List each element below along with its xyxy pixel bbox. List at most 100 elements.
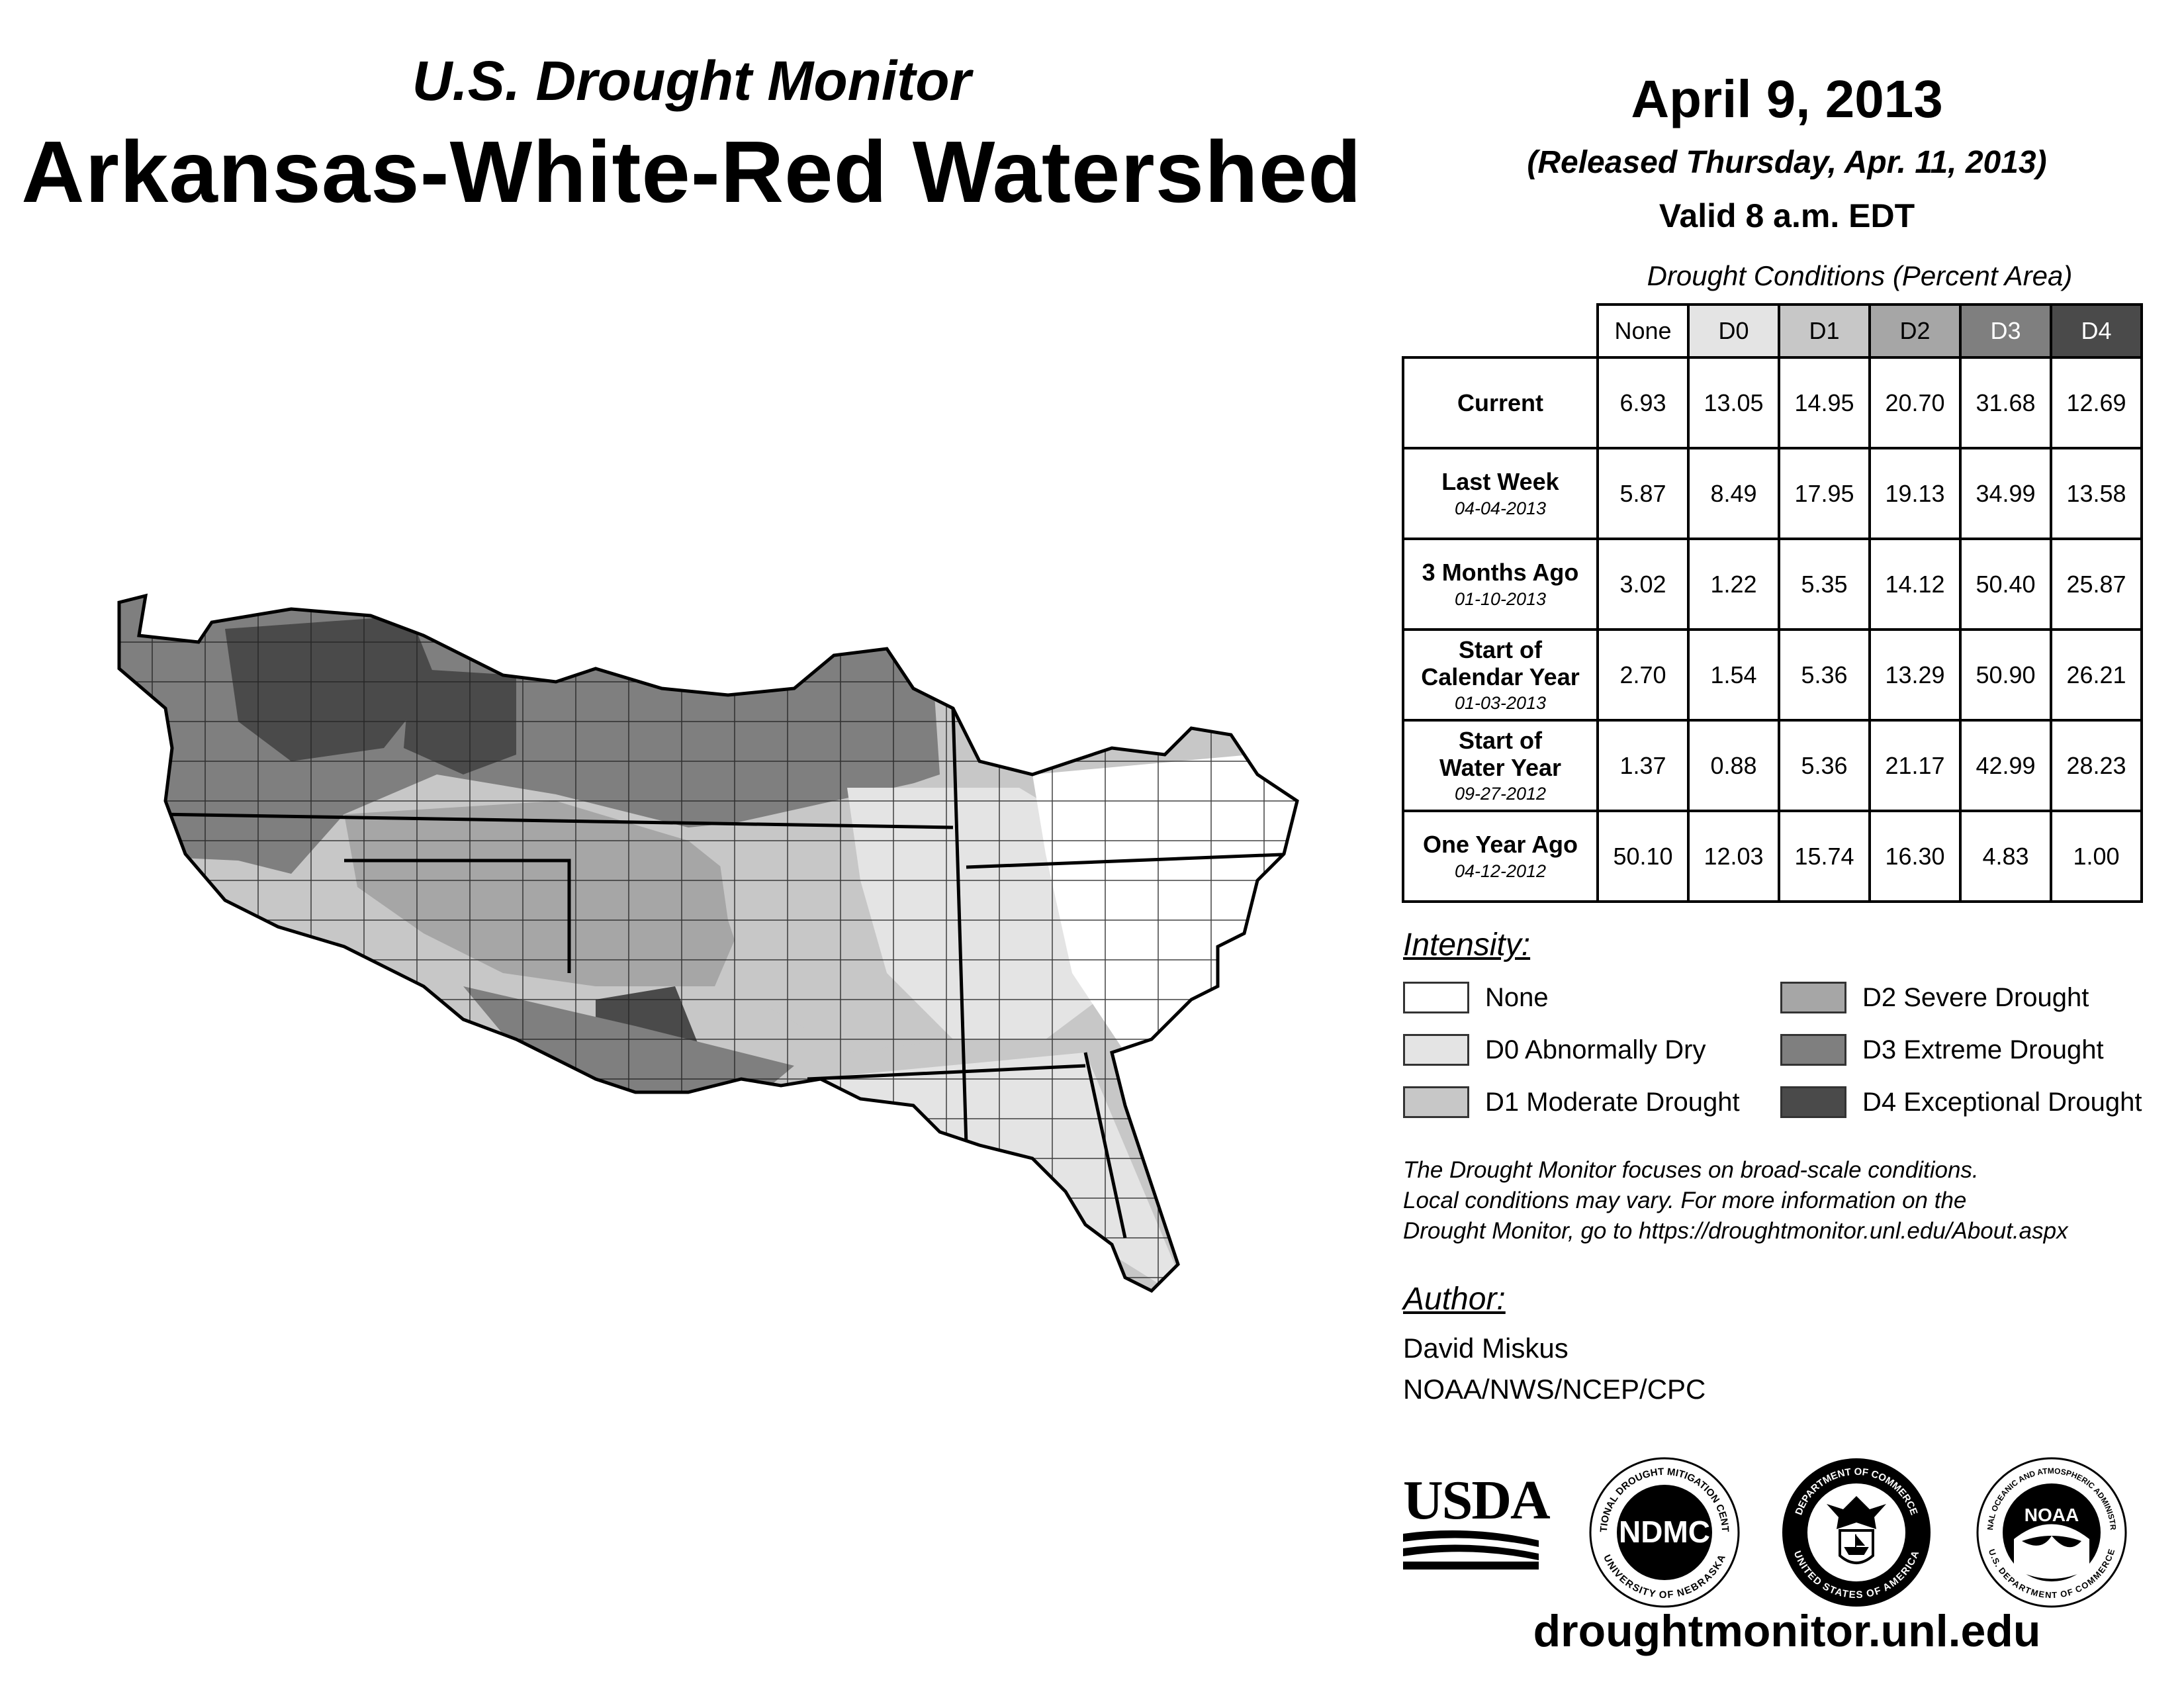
table-cell: 5.87 xyxy=(1596,447,1690,540)
legend-swatch xyxy=(1403,982,1469,1013)
note-line: Local conditions may vary. For more info… xyxy=(1403,1188,1967,1213)
site-url[interactable]: droughtmonitor.unl.edu xyxy=(1533,1606,2041,1656)
table-cell: 20.70 xyxy=(1868,356,1962,449)
column-header: D4 xyxy=(2050,303,2143,359)
legend-label: D2 Severe Drought xyxy=(1862,982,2089,1012)
noaa-logo: NATIONAL OCEANIC AND ATMOSPHERIC ADMINIS… xyxy=(1976,1456,2127,1608)
table-cell: 15.74 xyxy=(1778,810,1871,903)
author-name: David Miskus xyxy=(1403,1333,1569,1364)
page-subtitle: U.S. Drought Monitor xyxy=(412,50,972,112)
legend-swatch xyxy=(1780,1086,1846,1118)
header: U.S. Drought Monitor Arkansas-White-Red … xyxy=(0,53,1383,216)
ndmc-logo: NATIONAL DROUGHT MITIGATION CENTER UNIVE… xyxy=(1588,1456,1740,1608)
column-header: D1 xyxy=(1778,303,1871,359)
legend-item-d4: D4 Exceptional Drought xyxy=(1780,1086,2142,1118)
table-cell: 0.88 xyxy=(1687,719,1780,812)
watershed-map xyxy=(117,593,1299,1293)
table-row: Start of Water Year 09-27-2012 1.37 0.88 5… xyxy=(1402,719,2143,812)
row-label: Last Week xyxy=(1441,468,1559,496)
table-cell: 50.10 xyxy=(1596,810,1690,903)
table-cell: 14.12 xyxy=(1868,538,1962,631)
valid-date: April 9, 2013 xyxy=(1631,70,1943,128)
legend-swatch xyxy=(1780,982,1846,1013)
table-cell: 1.37 xyxy=(1596,719,1690,812)
date-block: April 9, 2013 (Released Thursday, Apr. 1… xyxy=(1489,73,2085,235)
row-date: 09-27-2012 xyxy=(1454,784,1547,804)
usda-logo: USDA xyxy=(1403,1470,1551,1570)
table-cell: 42.99 xyxy=(1959,719,2052,812)
table-row: Last Week 04-04-2013 5.87 8.49 17.95 19.1… xyxy=(1402,447,2143,540)
row-label-line1: Start of xyxy=(1459,726,1542,754)
row-date: 04-04-2013 xyxy=(1454,498,1547,518)
doc-logo: DEPARTMENT OF COMMERCE UNITED STATES OF … xyxy=(1782,1458,1931,1607)
table-cell: 1.54 xyxy=(1687,628,1780,722)
column-header: D2 xyxy=(1868,303,1962,359)
row-label: Current xyxy=(1457,389,1543,416)
table-cell: 19.13 xyxy=(1868,447,1962,540)
legend-label: D4 Exceptional Drought xyxy=(1862,1087,2142,1117)
row-date: 01-10-2013 xyxy=(1454,588,1547,609)
legend-item-none: None xyxy=(1403,982,1549,1013)
table-cell: 14.95 xyxy=(1778,356,1871,449)
row-label-line2: Water Year xyxy=(1439,754,1562,781)
noaa-logo-text: NOAA xyxy=(2025,1505,2079,1525)
table-cell: 8.49 xyxy=(1687,447,1780,540)
table-cell: 6.93 xyxy=(1596,356,1690,449)
table-cell: 1.22 xyxy=(1687,538,1780,631)
legend-item-d1: D1 Moderate Drought xyxy=(1403,1086,1740,1118)
disclaimer-note: The Drought Monitor focuses on broad-sca… xyxy=(1403,1155,2184,1246)
table-cell: 5.35 xyxy=(1778,538,1871,631)
table-cell: 13.05 xyxy=(1687,356,1780,449)
table-row: One Year Ago 04-12-2012 50.10 12.03 15.74… xyxy=(1402,810,2143,903)
table-cell: 50.90 xyxy=(1959,628,2052,722)
legend-label: D1 Moderate Drought xyxy=(1485,1087,1740,1117)
row-label: One Year Ago xyxy=(1422,831,1578,859)
column-header: D0 xyxy=(1687,303,1780,359)
table-row: Start of Calendar Year 01-03-2013 2.70 1.5… xyxy=(1402,628,2143,722)
legend-swatch xyxy=(1403,1034,1469,1066)
table-cell: 28.23 xyxy=(2050,719,2143,812)
table-cell: 17.95 xyxy=(1778,447,1871,540)
valid-time: Valid 8 a.m. EDT xyxy=(1659,197,1915,234)
table-cell: 12.03 xyxy=(1687,810,1780,903)
gull-icon xyxy=(2022,1536,2081,1548)
legend-item-d2: D2 Severe Drought xyxy=(1780,982,2089,1013)
ndmc-logo-text: NDMC xyxy=(1619,1515,1710,1549)
usda-logo-text: USDA xyxy=(1403,1470,1551,1531)
author-org: NOAA/NWS/NCEP/CPC xyxy=(1403,1374,1706,1405)
row-date: 01-03-2013 xyxy=(1454,693,1547,714)
table-cell: 4.83 xyxy=(1959,810,2052,903)
column-header: None xyxy=(1596,303,1690,359)
table-cell: 31.68 xyxy=(1959,356,2052,449)
table-cell: 16.30 xyxy=(1868,810,1962,903)
released-date: (Released Thursday, Apr. 11, 2013) xyxy=(1527,145,2047,180)
table-row: 3 Months Ago 01-10-2013 3.02 1.22 5.35 14… xyxy=(1402,538,2143,631)
legend-title: Intensity: xyxy=(1403,927,1531,962)
table-row: Current 6.93 13.05 14.95 20.70 31.68 12.… xyxy=(1402,356,2143,449)
table-cell: 50.40 xyxy=(1959,538,2052,631)
table-cell: 5.36 xyxy=(1778,628,1871,722)
legend-label: D3 Extreme Drought xyxy=(1862,1035,2104,1064)
note-line: The Drought Monitor focuses on broad-sca… xyxy=(1403,1157,1979,1183)
table-cell: 5.36 xyxy=(1778,719,1871,812)
row-date: 04-12-2012 xyxy=(1454,861,1547,881)
table-cell: 12.69 xyxy=(2050,356,2143,449)
table-cell: 25.87 xyxy=(2050,538,2143,631)
table-cell: 1.00 xyxy=(2050,810,2143,903)
table-cell: 21.17 xyxy=(1868,719,1962,812)
table-caption: Drought Conditions (Percent Area) xyxy=(1647,260,2073,291)
eagle-icon xyxy=(1827,1496,1886,1529)
usda-logo-mark xyxy=(1403,1530,1539,1570)
table-cell: 3.02 xyxy=(1596,538,1690,631)
table-cell: 34.99 xyxy=(1959,447,2052,540)
legend-item-d3: D3 Extreme Drought xyxy=(1780,1034,2104,1066)
row-label: 3 Months Ago xyxy=(1422,559,1579,586)
legend-label: None xyxy=(1485,982,1549,1012)
table-cell: 2.70 xyxy=(1596,628,1690,722)
column-header: D3 xyxy=(1959,303,2052,359)
table-cell: 26.21 xyxy=(2050,628,2143,722)
drought-conditions-table: None D0 D1 D2 D3 D4 Current 6.93 13.05 1… xyxy=(1402,303,2143,903)
legend-label: D0 Abnormally Dry xyxy=(1485,1035,1706,1064)
legend-swatch xyxy=(1780,1034,1846,1066)
legend-swatch xyxy=(1403,1086,1469,1118)
